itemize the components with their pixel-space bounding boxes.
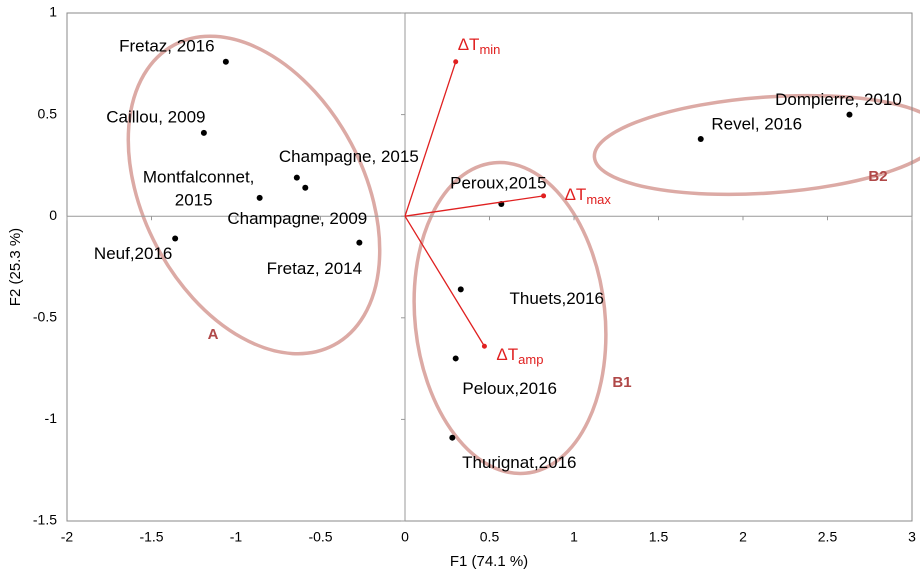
x-tick-label: 3 [908, 529, 916, 545]
y-tick-label: 1 [49, 4, 57, 20]
vector-label-sub: min [479, 42, 500, 57]
x-tick-label: 0 [401, 529, 409, 545]
point-label: 2015 [175, 190, 213, 209]
group-ellipse [592, 93, 920, 197]
group-label: B1 [612, 374, 631, 391]
x-tick-label: -1.5 [139, 529, 163, 545]
y-tick-label: 0.5 [38, 105, 58, 121]
vector-tip [453, 59, 459, 65]
y-tick-label: 0 [49, 207, 57, 223]
point [457, 286, 464, 293]
x-axis-title: F1 (74.1 %) [450, 553, 528, 570]
group-label: B2 [868, 168, 887, 185]
vector-label-main: ΔT [458, 35, 480, 54]
point [302, 184, 309, 191]
group-ellipse [412, 160, 608, 476]
loading-vector [404, 195, 544, 217]
x-tick-label: 0.5 [480, 529, 500, 545]
point [452, 355, 459, 362]
point-label: Neuf,2016 [94, 244, 172, 263]
point-label: Dompierre, 2010 [775, 90, 902, 109]
group-label: A [208, 326, 219, 343]
y-tick-label: -0.5 [33, 309, 57, 325]
point [697, 135, 704, 142]
point-label: Peroux,2015 [450, 173, 546, 192]
y-tick-label: -1 [45, 410, 58, 426]
vector-tip [541, 193, 547, 199]
point [200, 129, 207, 136]
vector-label-sub: max [586, 192, 611, 207]
point [293, 174, 300, 181]
vector-tip [481, 343, 487, 349]
point-label: Peloux,2016 [462, 379, 557, 398]
point-label: Thurignat,2016 [462, 453, 576, 472]
vector-label-main: ΔT [565, 185, 587, 204]
point [449, 434, 456, 441]
group-ellipse [126, 34, 382, 356]
point-label: Champagne, 2015 [279, 147, 419, 166]
point [222, 58, 229, 65]
loading-vector [404, 215, 485, 347]
point [846, 111, 853, 118]
x-tick-label: 2 [739, 529, 747, 545]
point-label: Thuets,2016 [510, 289, 605, 308]
vector-label: ΔTmin [458, 35, 501, 57]
point [356, 239, 363, 246]
vector-label-sub: amp [518, 353, 543, 368]
vector-label: ΔTamp [496, 346, 543, 368]
x-tick-label: -0.5 [308, 529, 332, 545]
point-label: Fretaz, 2014 [267, 259, 362, 278]
vector-label-main: ΔT [496, 346, 518, 365]
point [172, 235, 179, 242]
plot-frame [66, 12, 913, 522]
x-tick-label: -1 [230, 529, 243, 545]
point-label: Champagne, 2009 [227, 209, 367, 228]
x-tick-label: 1 [570, 529, 578, 545]
x-tick-label: 1.5 [649, 529, 669, 545]
point-label: Fretaz, 2016 [119, 36, 214, 55]
y-axis-title: F2 (25.3 %) [7, 228, 24, 306]
x-tick-label: 2.5 [818, 529, 838, 545]
point [256, 194, 263, 201]
y-tick-label: -1.5 [33, 512, 57, 528]
point-label: Caillou, 2009 [106, 107, 205, 126]
x-tick-label: -2 [61, 529, 74, 545]
point-label: Revel, 2016 [711, 114, 802, 133]
group-ellipses [126, 34, 920, 476]
vector-label: ΔTmax [565, 185, 612, 207]
loading-vector [404, 61, 457, 217]
point-label: Montfalconnet, [143, 167, 255, 186]
